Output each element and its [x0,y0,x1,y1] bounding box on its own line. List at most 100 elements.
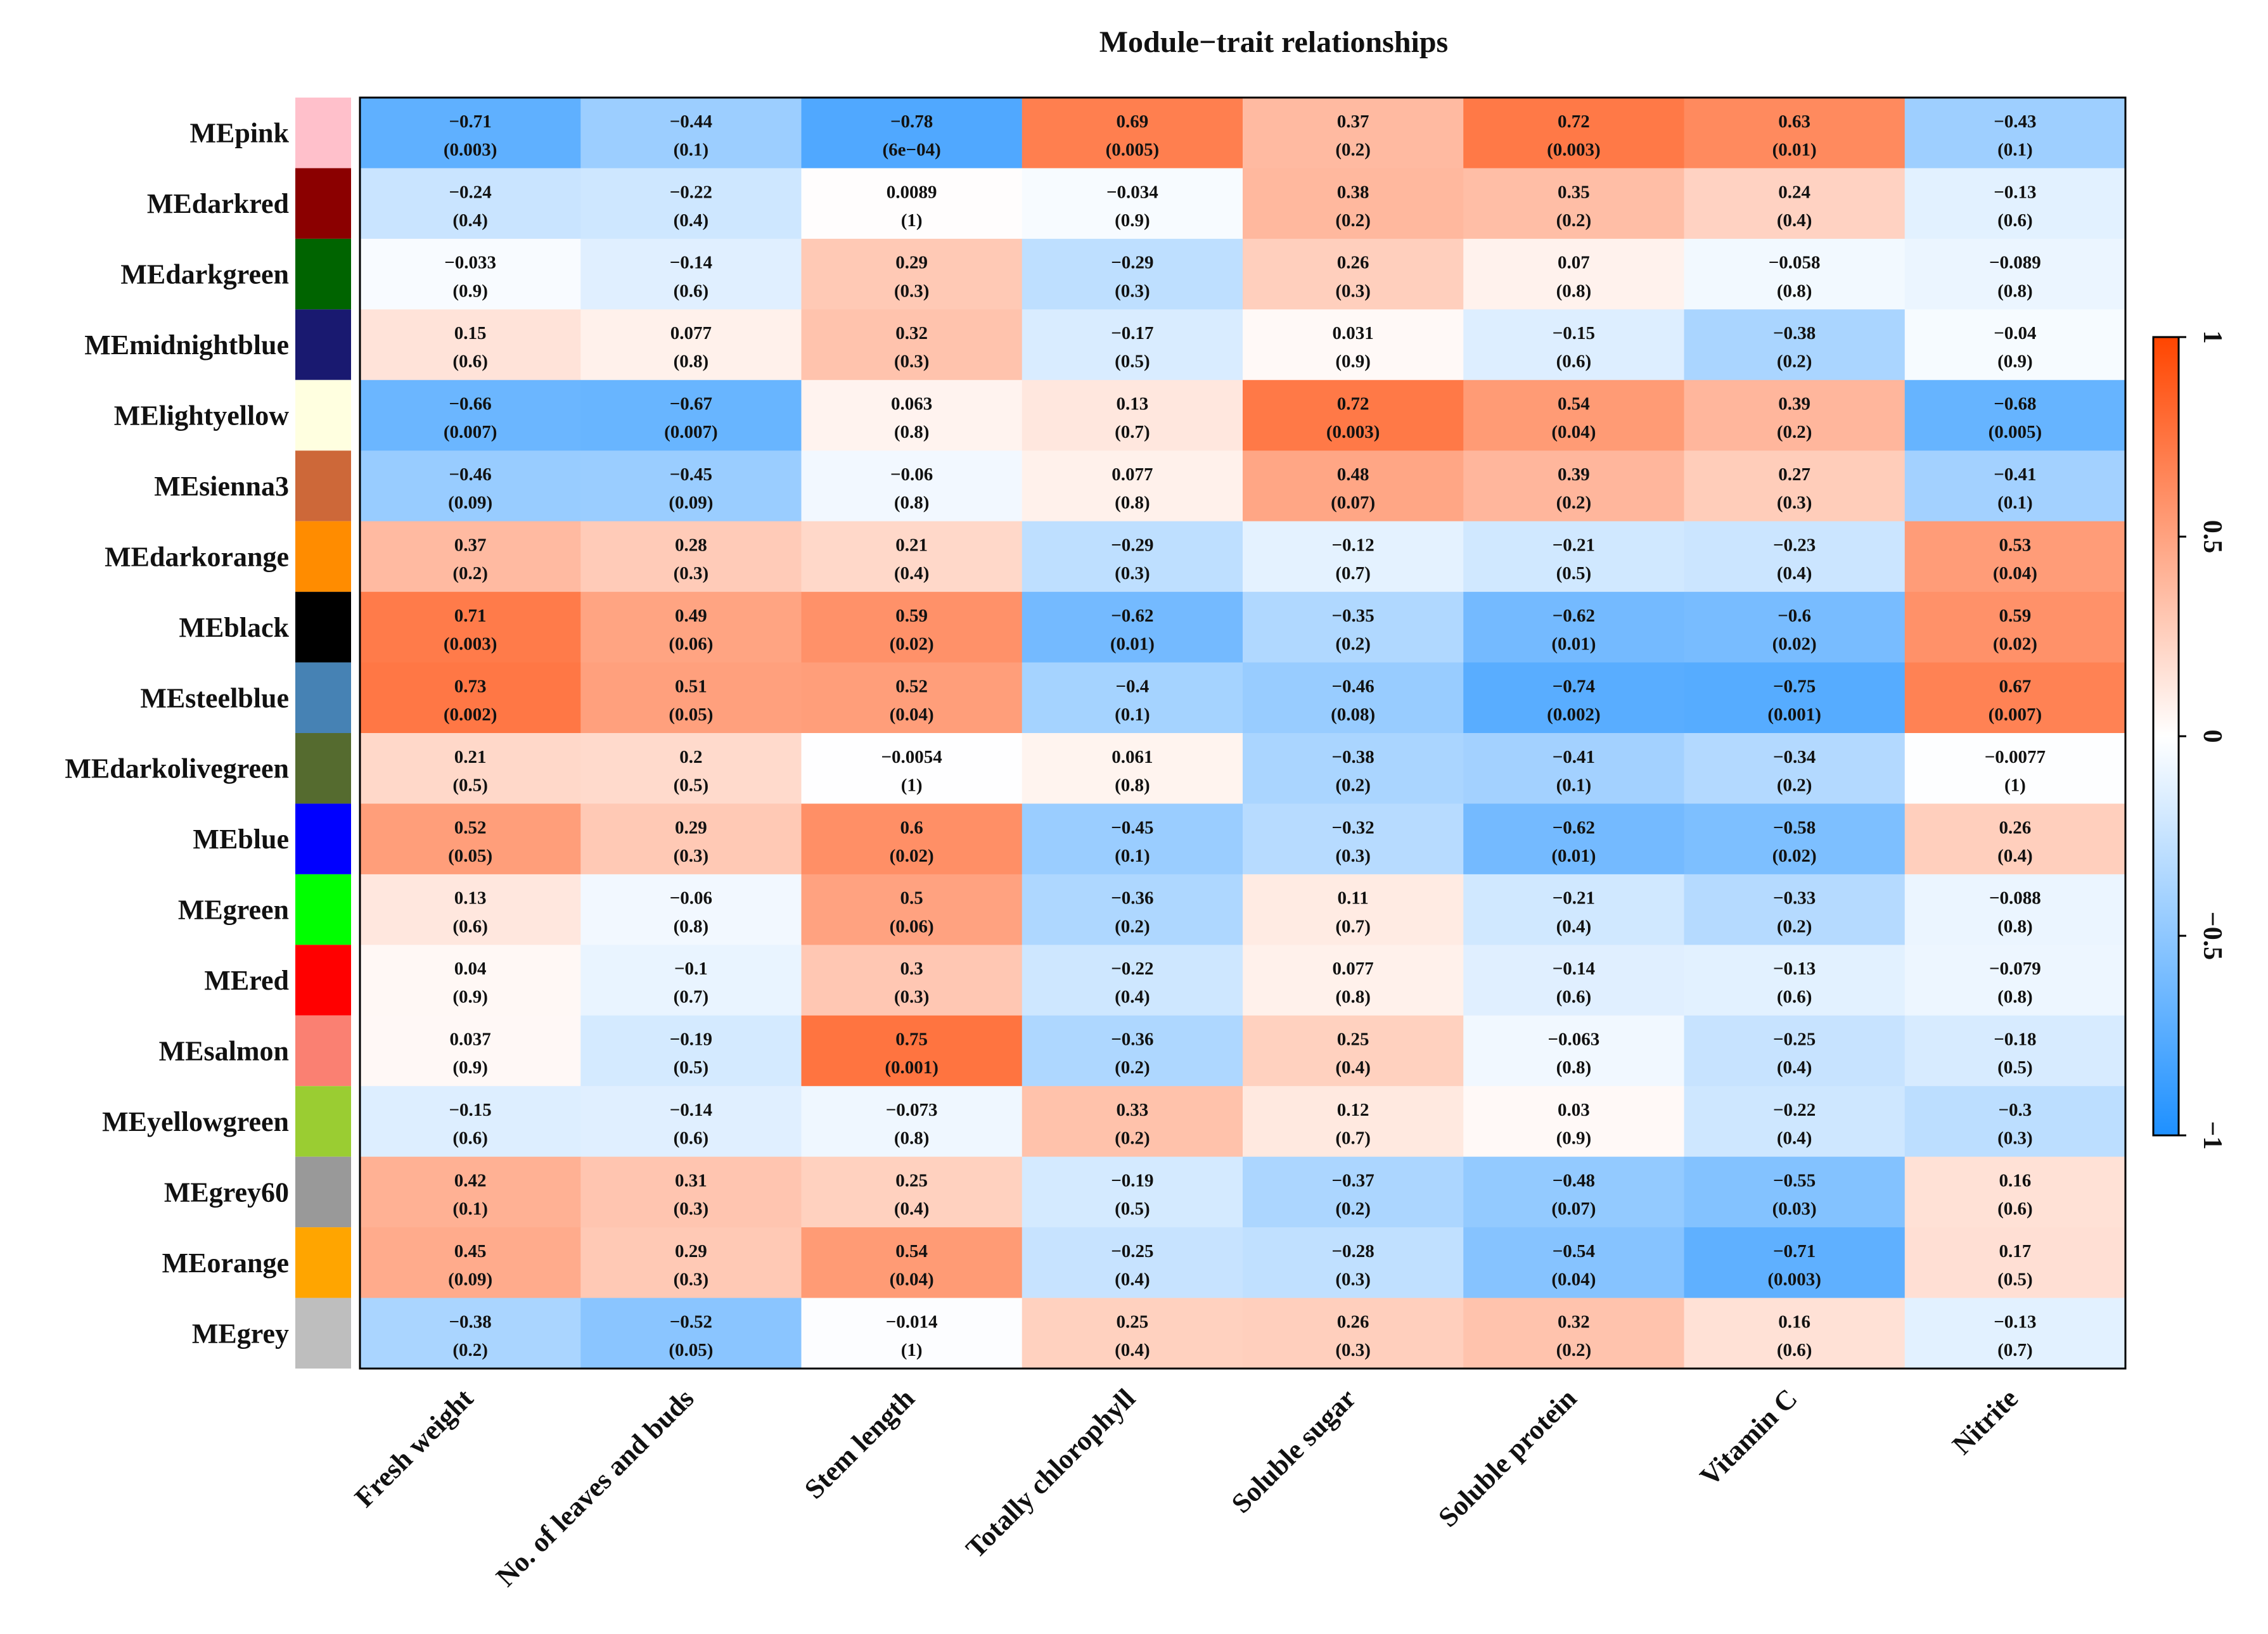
cell-correlation: 0.72 [1558,112,1590,132]
cell-correlation: −0.033 [444,253,496,273]
trait-label: Stem length [798,1382,921,1505]
heatmap-cell [1684,1156,1906,1228]
cell-pvalue: (0.2) [1777,775,1812,795]
heatmap-cell [360,592,581,663]
heatmap-cell [1904,1015,2126,1087]
trait-label: Nitrite [1946,1382,2024,1460]
heatmap-cell [360,1015,581,1087]
cell-correlation: −0.74 [1553,676,1595,696]
trait-label: Soluble sugar [1226,1382,1362,1519]
heatmap-cell [1022,309,1243,381]
heatmap-cell [1463,450,1684,522]
cell-pvalue: (0.3) [1777,493,1812,513]
cell-correlation: −0.24 [449,182,491,202]
heatmap-cell [1684,1227,1906,1299]
heatmap-cell [1684,309,1906,381]
legend-tick-label: −0.5 [2198,912,2227,960]
module-color-swatch [295,309,351,380]
cell-pvalue: (0.4) [1556,916,1592,936]
cell-correlation: 0.33 [1117,1100,1149,1120]
cell-correlation: 0.29 [895,253,928,273]
cell-pvalue: (0.3) [674,1269,709,1289]
cell-correlation: −0.15 [449,1100,491,1120]
heatmap-cell [801,1298,1023,1369]
cell-correlation: −0.22 [670,182,712,202]
module-label: MEpink [189,118,289,149]
cell-pvalue: (0.6) [452,352,488,372]
heatmap-cell [1904,1086,2126,1158]
cell-correlation: −0.66 [449,394,491,414]
cell-pvalue: (0.9) [1335,352,1371,372]
heatmap-cell [1022,874,1243,945]
cell-pvalue: (0.09) [448,493,492,513]
cell-pvalue: (0.2) [1556,1340,1592,1360]
cell-pvalue: (0.6) [1997,1199,2033,1219]
heatmap-cell [580,98,802,169]
heatmap-cell [1022,168,1243,239]
module-label: MEdarkorange [105,541,289,572]
heatmap-cell [1684,874,1906,945]
heatmap-cell [580,803,802,875]
cell-correlation: −0.67 [670,394,712,414]
module-color-swatch [295,1227,351,1298]
heatmap-cell [360,168,581,239]
cell-pvalue: (0.2) [452,563,488,584]
heatmap-cell [580,1298,802,1369]
cell-pvalue: (0.6) [674,281,709,301]
cell-pvalue: (0.07) [1551,1199,1596,1219]
cell-correlation: −0.22 [1773,1100,1816,1120]
heatmap-cell [801,450,1023,522]
cell-pvalue: (0.09) [448,1269,492,1289]
heatmap-cell [1684,803,1906,875]
cell-correlation: −0.34 [1773,747,1816,767]
cell-pvalue: (0.7) [674,987,709,1007]
cell-pvalue: (0.2) [1556,493,1592,513]
cell-correlation: 0.25 [1117,1312,1149,1332]
cell-correlation: −0.36 [1111,1030,1153,1050]
module-label: MEdarkolivegreen [65,753,289,784]
cell-correlation: 0.69 [1117,112,1149,132]
cell-correlation: −0.45 [670,464,712,485]
heatmap-cell [1463,662,1684,734]
cell-correlation: 0.07 [1558,253,1590,273]
cell-pvalue: (0.6) [452,916,488,936]
cell-pvalue: (0.2) [452,1340,488,1360]
cell-correlation: 0.21 [895,535,928,555]
cell-correlation: −0.48 [1553,1170,1595,1190]
cell-pvalue: (0.8) [1777,281,1812,301]
heatmap-cell [1022,98,1243,169]
heatmap-cell [1904,1156,2126,1228]
cell-correlation: 0.72 [1337,394,1369,414]
heatmap-cell [1243,521,1464,592]
cell-correlation: 0.27 [1778,464,1810,485]
cell-pvalue: (0.8) [894,493,930,513]
cell-pvalue: (0.8) [1997,281,2033,301]
cell-correlation: 0.061 [1112,747,1153,767]
cell-correlation: −0.32 [1331,817,1374,838]
module-color-swatch [295,1156,351,1228]
heatmap-cell [1684,733,1906,804]
cell-pvalue: (6e−04) [883,139,941,160]
cell-pvalue: (0.02) [1993,634,2037,654]
cell-pvalue: (0.6) [1777,1340,1812,1360]
cell-correlation: −0.088 [1989,888,2041,909]
cell-correlation: −0.25 [1773,1030,1816,1050]
cell-correlation: −0.33 [1773,888,1816,909]
cell-correlation: −0.12 [1331,535,1374,555]
heatmap-cell [1684,450,1906,522]
cell-pvalue: (0.9) [452,1057,488,1078]
cell-correlation: −0.29 [1111,535,1153,555]
cell-pvalue: (0.2) [1777,352,1812,372]
heatmap-cell [1022,592,1243,663]
module-color-swatch [295,733,351,804]
cell-correlation: −0.06 [670,888,712,909]
cell-pvalue: (0.4) [452,210,488,231]
heatmap-cell [1684,592,1906,663]
cell-pvalue: (0.005) [1989,422,2042,442]
module-color-swatch [295,521,351,592]
cell-correlation: −0.38 [1773,323,1816,343]
module-color-bars [295,98,351,1369]
heatmap-cell [801,1015,1023,1087]
module-color-swatch [295,168,351,239]
heatmap-cell [360,380,581,451]
